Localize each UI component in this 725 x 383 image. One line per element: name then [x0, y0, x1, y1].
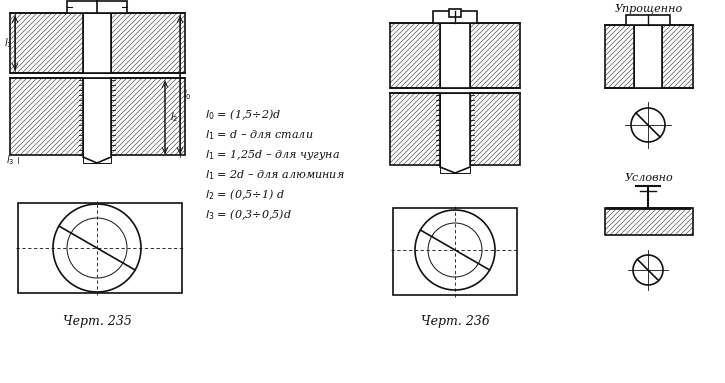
Text: $l_1$ = d – для стали: $l_1$ = d – для стали — [205, 128, 313, 142]
Bar — [390, 93, 440, 165]
Bar — [111, 13, 185, 73]
Bar — [634, 25, 662, 88]
Circle shape — [631, 108, 665, 142]
Text: $l_3$: $l_3$ — [6, 153, 14, 167]
Bar — [662, 25, 693, 88]
Bar — [393, 208, 517, 295]
Bar — [67, 1, 127, 13]
Bar — [626, 15, 670, 25]
Circle shape — [53, 204, 141, 292]
Bar — [605, 25, 634, 88]
Bar — [470, 93, 520, 165]
Bar — [10, 13, 83, 73]
Bar — [390, 23, 440, 88]
Bar — [433, 11, 477, 23]
Bar — [111, 78, 185, 155]
Bar — [440, 23, 470, 88]
Bar — [605, 208, 693, 235]
Text: $l_1$ = 1,25d – для чугуна: $l_1$ = 1,25d – для чугуна — [205, 148, 340, 162]
Circle shape — [67, 218, 127, 278]
Text: Упрощенно: Упрощенно — [615, 4, 683, 14]
Bar — [83, 13, 111, 73]
Text: $l_0$: $l_0$ — [183, 88, 191, 102]
Bar — [10, 78, 83, 155]
Circle shape — [633, 255, 663, 285]
Text: Черт. 235: Черт. 235 — [62, 314, 131, 327]
Circle shape — [428, 223, 482, 277]
Text: $l_3$ = (0,3÷0,5)d: $l_3$ = (0,3÷0,5)d — [205, 208, 291, 222]
Text: $l_1$: $l_1$ — [4, 36, 12, 50]
Text: $l_1$ = 2d – для алюминия: $l_1$ = 2d – для алюминия — [205, 168, 344, 182]
Bar — [449, 9, 461, 17]
Text: $l_0$ = (1,5÷2)d: $l_0$ = (1,5÷2)d — [205, 108, 281, 122]
Text: Условно: Условно — [625, 173, 674, 183]
Text: Черт. 236: Черт. 236 — [420, 314, 489, 327]
Bar — [440, 93, 470, 173]
Text: $l_2$: $l_2$ — [170, 111, 178, 124]
Bar — [18, 203, 182, 293]
Bar — [83, 78, 111, 163]
Text: $l_2$ = (0,5÷1) d: $l_2$ = (0,5÷1) d — [205, 188, 285, 202]
Bar — [470, 23, 520, 88]
Circle shape — [415, 210, 495, 290]
